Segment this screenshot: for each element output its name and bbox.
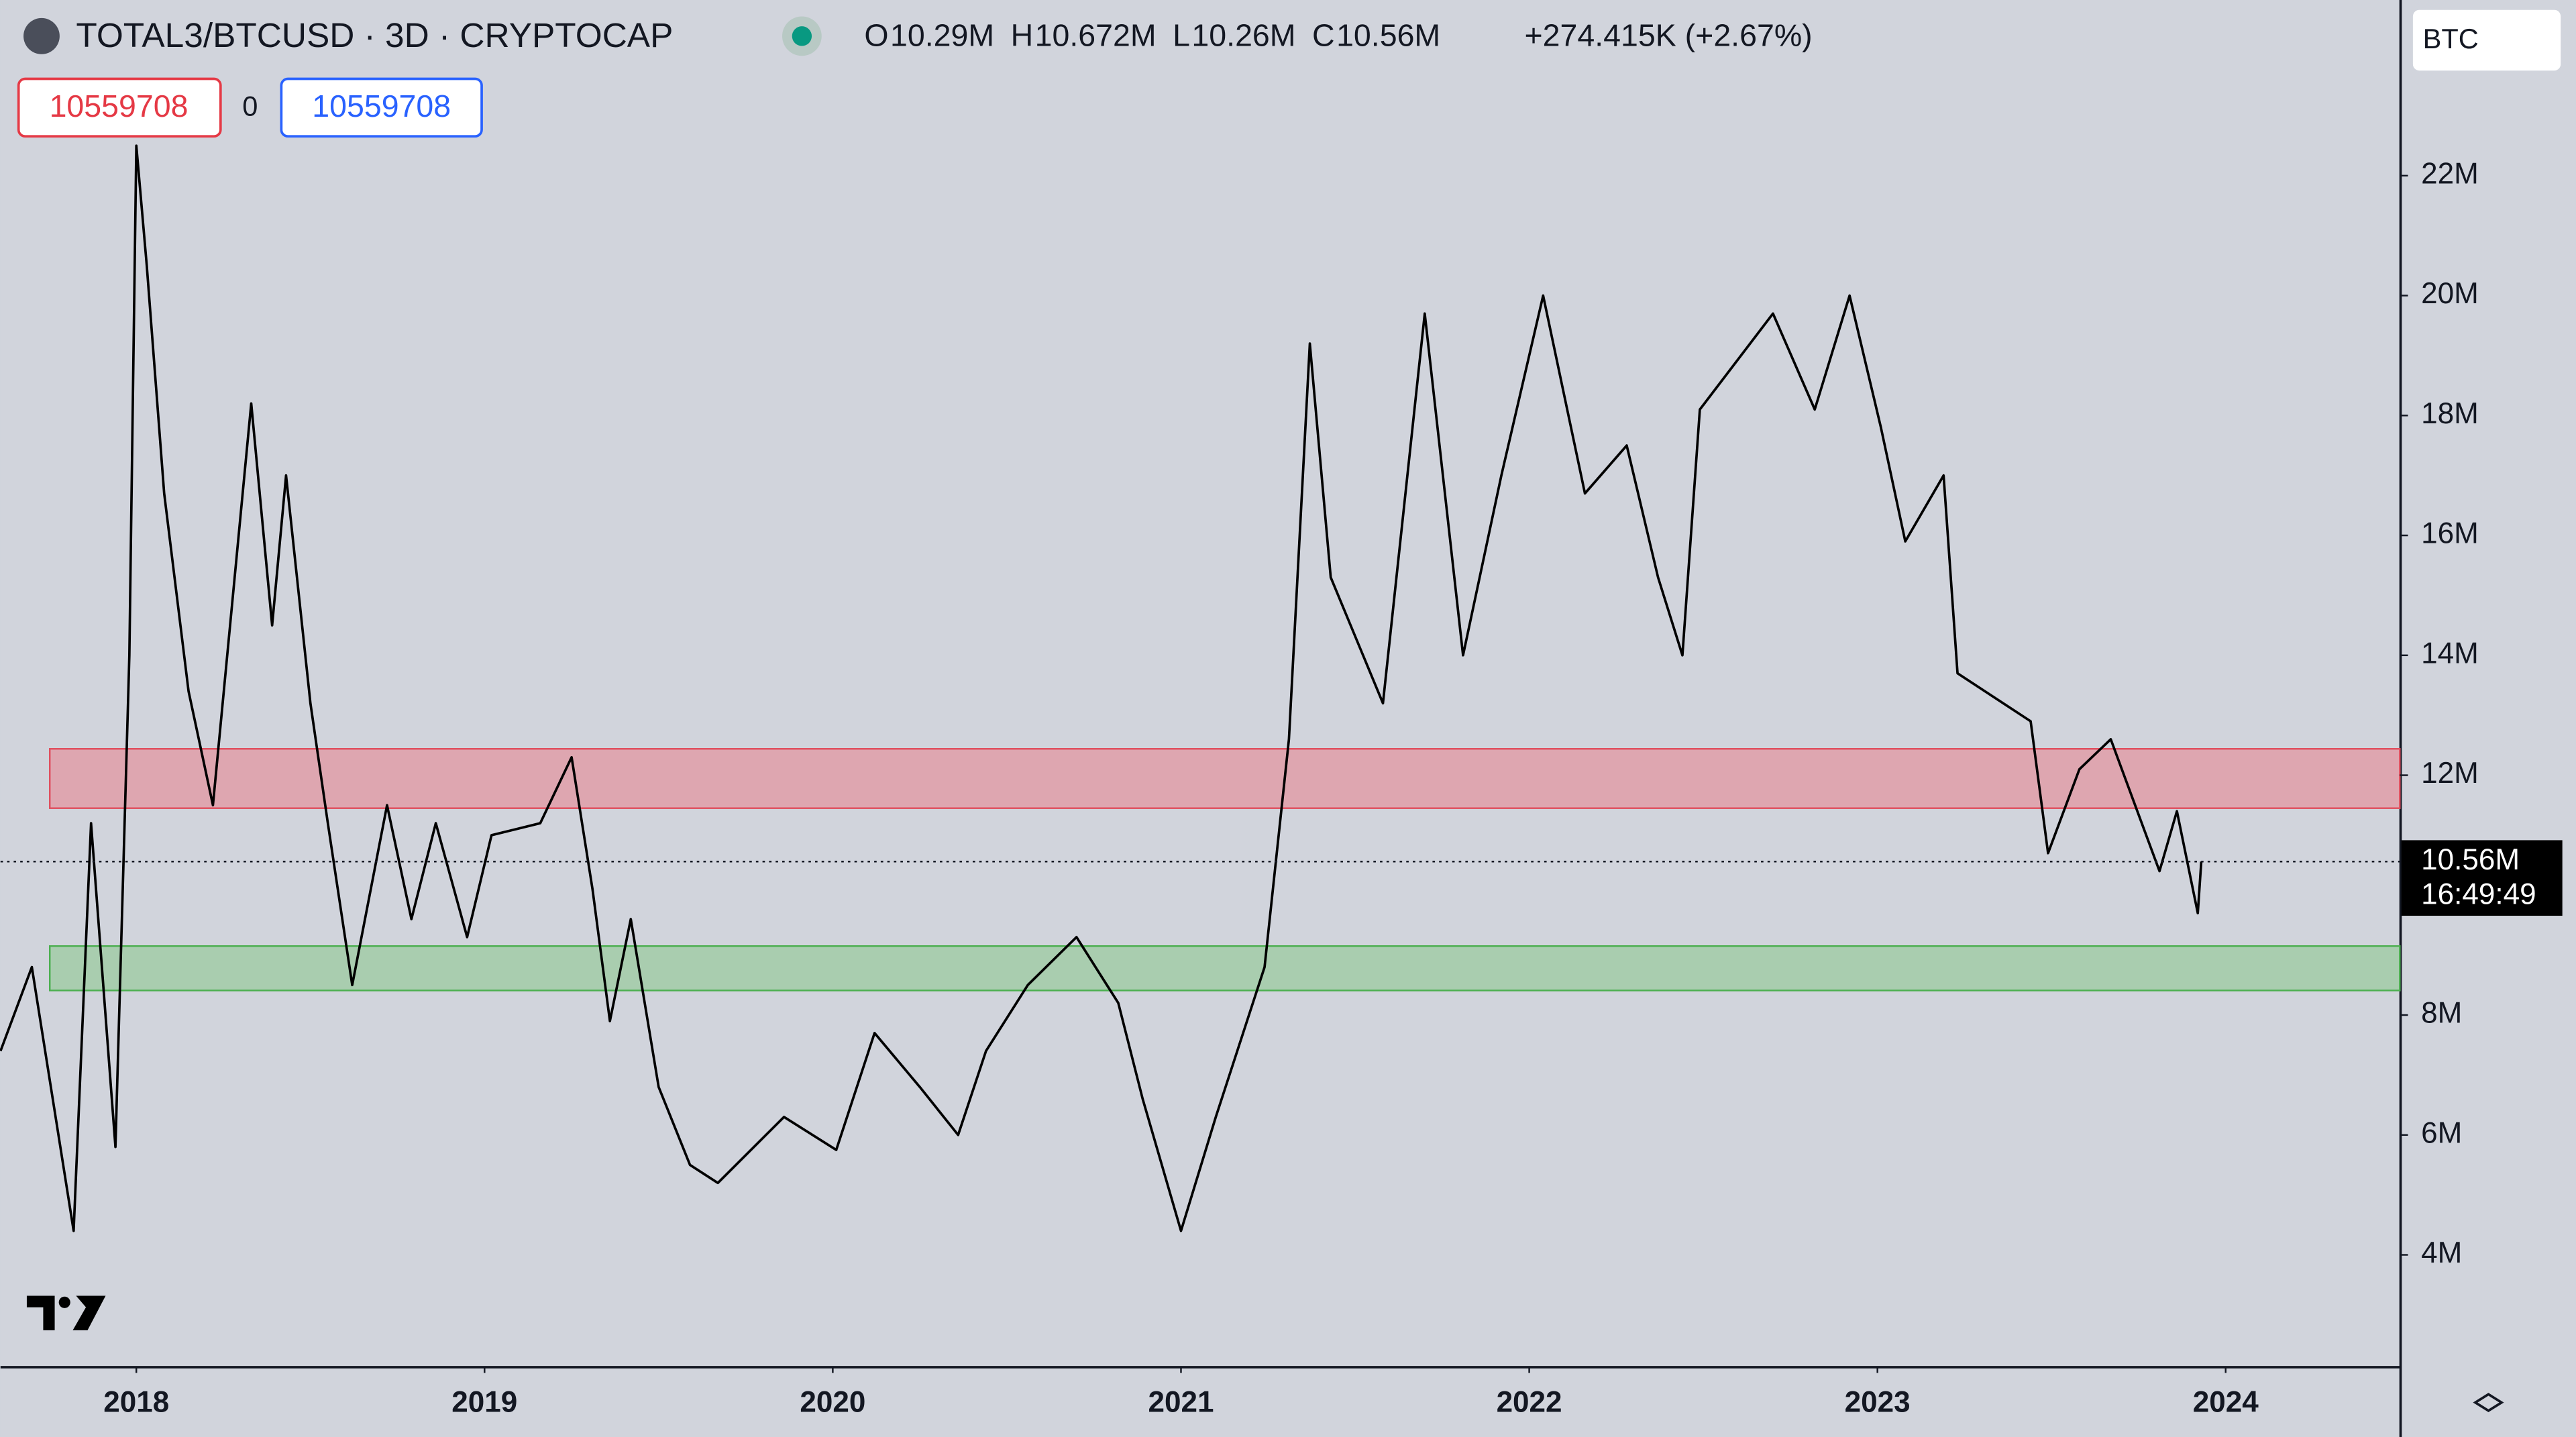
ohlc-value: 10.26M (1191, 18, 1295, 53)
ohlc-value: 10.56M (1336, 18, 1440, 53)
zone (48, 945, 2401, 992)
zone (48, 748, 2401, 809)
last-price-box (2401, 840, 2563, 916)
status-dot (792, 26, 812, 46)
y-tick-label: 16M (2421, 517, 2479, 550)
ohlc-key: H (1011, 18, 1034, 53)
input-box[interactable] (280, 77, 483, 138)
input-value[interactable]: 10559708 (312, 89, 451, 123)
x-tick-label: 2024 (2193, 1386, 2259, 1419)
input-value: 0 (242, 91, 258, 122)
x-tick-label: 2023 (1845, 1386, 1911, 1419)
x-tick-label: 2018 (103, 1386, 169, 1419)
y-tick-label: 12M (2421, 757, 2479, 790)
x-tick-label: 2019 (451, 1386, 517, 1419)
ohlc-key: C (1312, 18, 1335, 53)
currency-box[interactable] (2412, 9, 2561, 71)
y-tick-label: 20M (2421, 277, 2479, 310)
ohlc-legend: O 10.29M H 10.672M L 10.26M C 10.56M (864, 18, 1440, 53)
tradingview-logo (26, 1295, 106, 1330)
plot: 4M 6M 8M 12M 14M 16M 18M 20M 22M 2018 2019 2020 2021… (0, 144, 2563, 1419)
x-tick-label: 2020 (800, 1386, 865, 1419)
price-line (0, 144, 2203, 1232)
y-tick-label: 14M (2421, 637, 2479, 670)
last-price-label: 10.56M (2421, 843, 2520, 876)
symbol-logo (23, 17, 60, 54)
settings-icon[interactable] (2473, 1393, 2504, 1412)
y-tick-label: 6M (2421, 1116, 2462, 1149)
ohlc-key: L (1173, 18, 1190, 53)
ohlc-key: O (864, 18, 888, 53)
currency[interactable]: BTC (2423, 23, 2479, 54)
y-tick-label: 8M (2421, 997, 2462, 1030)
x-tick-label: 2022 (1497, 1386, 1562, 1419)
countdown: 16:49:49 (2421, 877, 2536, 910)
symbol-title[interactable]: TOTAL3/BTCUSD · 3D · CRYPTOCAP (76, 15, 673, 54)
input-value[interactable]: 10559708 (50, 89, 189, 123)
input-box[interactable] (17, 77, 222, 138)
y-tick-label: 4M (2421, 1236, 2462, 1269)
ohlc-value: 10.672M (1035, 18, 1157, 53)
change: +274.415K (+2.67%) (1525, 18, 1813, 53)
ohlc-value: 10.29M (890, 18, 994, 53)
x-tick-label: 2021 (1148, 1386, 1214, 1419)
y-tick-label: 22M (2421, 157, 2479, 190)
y-tick-label: 18M (2421, 397, 2479, 430)
